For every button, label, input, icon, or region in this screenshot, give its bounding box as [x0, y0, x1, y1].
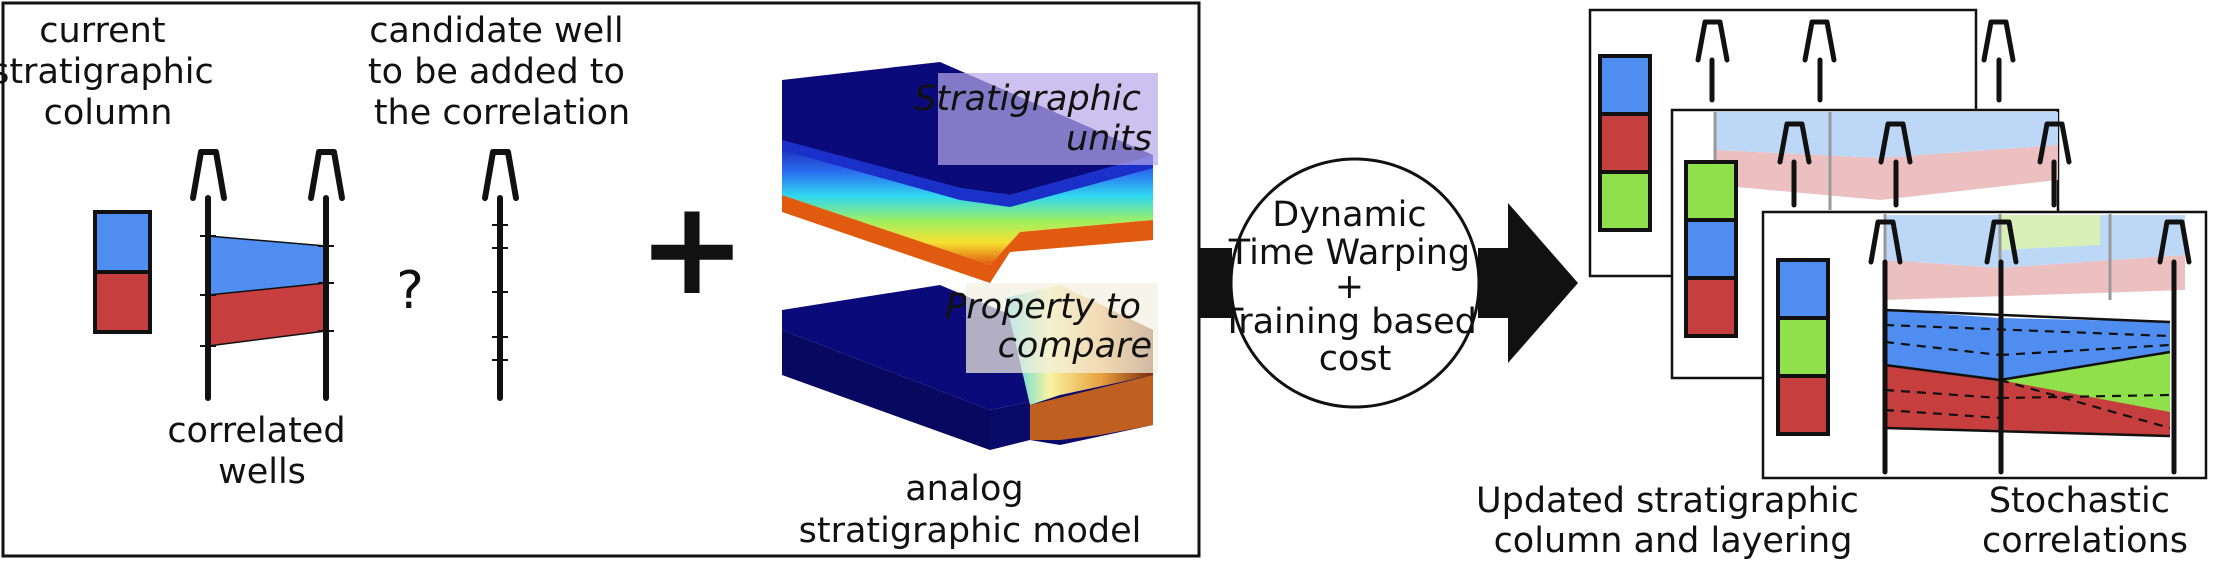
dtw-process-label: Dynamic Time Warping + Training based co…	[1221, 195, 1488, 379]
candidate-well-label: candidate well to be added to the correl…	[368, 11, 636, 133]
stochastic-layer-red	[1885, 365, 2170, 436]
units-label-box	[938, 73, 1158, 165]
well-derrick-icon	[1984, 219, 2019, 265]
well-derrick-icon	[190, 149, 227, 401]
well-derrick-icon	[1878, 121, 1913, 165]
current-stratigraphic-column	[93, 210, 152, 334]
correlated-wells	[190, 149, 345, 401]
well-derrick-icon	[482, 149, 519, 401]
correlation-card-front	[1761, 210, 2208, 480]
analog-model-label: analog stratigraphic model	[799, 469, 1142, 551]
question-mark: ?	[396, 261, 424, 321]
well-derrick-icon	[1695, 19, 1730, 63]
stratigraphic-units-model	[782, 62, 1158, 283]
stratigraphic-units-label: Stratigraphic units	[914, 79, 1152, 159]
correlated-layer-blue	[208, 236, 326, 295]
well-derrick-icon	[1777, 121, 1812, 165]
process-arrow	[1198, 203, 1578, 363]
well-derrick-icon	[1981, 19, 2016, 63]
property-to-compare-label: Property to compare	[945, 287, 1152, 366]
dtw-process-circle	[1229, 157, 1481, 409]
well-derrick-icon	[308, 149, 345, 401]
column-unit-red	[93, 270, 152, 334]
well-derrick-icon	[1868, 219, 1903, 265]
column-unit-blue	[93, 210, 152, 274]
updated-column-label: Updated stratigraphic column and layerin…	[1476, 481, 1870, 561]
well-derrick-icon	[1802, 19, 1837, 63]
property-label-box	[966, 283, 1158, 373]
correlated-wells-label: correlated wells	[167, 411, 356, 492]
well-derrick-icon	[2157, 219, 2192, 265]
current-column-label: current stratigraphic column	[0, 11, 225, 133]
property-model	[782, 283, 1158, 450]
well-derrick-icon	[2037, 121, 2072, 165]
plus-sign: +	[638, 172, 747, 324]
stochastic-correlations-label: Stochastic correlations	[1982, 481, 2188, 561]
correlated-layer-red	[208, 283, 326, 346]
candidate-well	[482, 149, 519, 401]
